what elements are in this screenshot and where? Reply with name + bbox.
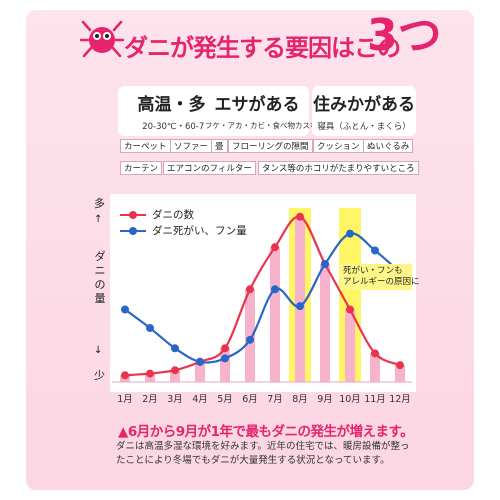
place-tag: エアコンのフィルター bbox=[163, 161, 256, 175]
x-tick-label: 11月 bbox=[364, 394, 386, 405]
bar-12月 bbox=[395, 365, 405, 382]
x-tick-label: 9月 bbox=[317, 394, 333, 405]
point-0-3月 bbox=[171, 366, 179, 375]
point-0-5月 bbox=[221, 344, 229, 353]
annotation-line: アレルギーの原因に bbox=[343, 277, 420, 287]
factor-title: エサがある bbox=[214, 95, 300, 115]
point-0-7月 bbox=[271, 243, 279, 252]
point-1-10月 bbox=[346, 229, 354, 238]
mite-icon bbox=[80, 20, 124, 58]
factor-subtitle: 寝具（ふとん・まくら） bbox=[317, 122, 411, 132]
x-tick-label: 6月 bbox=[242, 394, 258, 405]
bar-9月 bbox=[320, 264, 330, 382]
habitat-places: カーペット ソファー 畳 フローリングの隙間 クッション ぬいぐるみ カーテン … bbox=[118, 139, 419, 183]
point-0-10月 bbox=[346, 305, 354, 314]
bar-8月 bbox=[295, 216, 305, 382]
footer-heading: ▲6月から9月が1年で最もダニの発生が増えます。 bbox=[118, 424, 414, 440]
place-tag: タンス等のホコリがたまりやすいところ bbox=[258, 161, 419, 175]
point-1-1月 bbox=[121, 305, 129, 314]
factor-title: 高温・多湿 bbox=[137, 95, 223, 115]
place-tag: 畳 bbox=[211, 139, 228, 153]
bar-11月 bbox=[370, 353, 380, 382]
bar-10月 bbox=[345, 309, 355, 382]
legend-dot bbox=[129, 227, 137, 235]
point-1-11月 bbox=[371, 246, 379, 255]
y-axis-max-label: 多 bbox=[94, 197, 105, 210]
bar-3月 bbox=[170, 370, 180, 382]
bar-4月 bbox=[195, 361, 205, 382]
point-1-4月 bbox=[196, 357, 204, 366]
point-1-3月 bbox=[171, 344, 179, 353]
point-0-11月 bbox=[371, 349, 379, 358]
page-title: ダニが発生する要因はこの bbox=[124, 34, 401, 62]
highlight-column bbox=[339, 208, 361, 382]
point-1-6月 bbox=[246, 335, 254, 344]
footer-body: ダニは高温多湿な環境を好みます。近年の住宅では、暖房設備が整ったことにより冬場で… bbox=[116, 441, 410, 466]
arrow-down-icon: ↓ bbox=[94, 345, 103, 356]
bar-5月 bbox=[220, 348, 230, 382]
point-1-2月 bbox=[146, 324, 154, 333]
x-tick-label: 2月 bbox=[142, 394, 158, 405]
factor-title: 住みかがある bbox=[313, 95, 415, 115]
point-1-5月 bbox=[221, 354, 229, 363]
x-tick-label: 3月 bbox=[167, 394, 183, 405]
point-0-12月 bbox=[396, 361, 404, 370]
point-0-6月 bbox=[246, 285, 254, 294]
point-1-9月 bbox=[321, 260, 329, 268]
bar-7月 bbox=[270, 247, 280, 382]
factor-subtitle: フケ・アカ・カビ・食べ物カスなど bbox=[205, 121, 325, 130]
point-0-1月 bbox=[121, 371, 129, 380]
point-1-7月 bbox=[271, 285, 279, 294]
annotation-line: 死がい・フンも bbox=[343, 266, 403, 276]
x-tick-label: 8月 bbox=[292, 394, 308, 405]
factor-card-habitat: 住みかがある 寝具（ふとん・まくら） bbox=[312, 86, 416, 136]
place-tag: クッション bbox=[313, 139, 364, 153]
place-tag: カーテン bbox=[120, 161, 163, 175]
x-tick-label: 4月 bbox=[192, 394, 208, 405]
place-tag: ぬいぐるみ bbox=[363, 139, 414, 153]
x-tick-label: 12月 bbox=[389, 394, 411, 405]
y-axis-label: ダニの量 bbox=[94, 250, 106, 305]
legend-dot bbox=[129, 211, 137, 219]
factor-subtitle: 20-30℃・60-75% bbox=[142, 122, 218, 132]
place-tag: フローリングの隙間 bbox=[228, 139, 313, 153]
x-tick-label: 1月 bbox=[117, 394, 133, 405]
chart-annotation: 死がい・フンも アレルギーの原因に bbox=[340, 264, 420, 290]
legend-label: ダニの数 bbox=[152, 209, 194, 221]
point-0-8月 bbox=[296, 212, 304, 221]
legend-label: ダニ死がい、フン量 bbox=[152, 225, 247, 237]
page-title-number: 3つ bbox=[367, 10, 442, 61]
point-0-2月 bbox=[146, 369, 154, 378]
x-tick-label: 10月 bbox=[339, 394, 361, 405]
point-1-8月 bbox=[296, 302, 304, 311]
chart-area bbox=[110, 194, 416, 392]
factor-card-food: エサがある フケ・アカ・カビ・食べ物カスなど bbox=[205, 86, 325, 136]
x-tick-label: 5月 bbox=[217, 394, 233, 405]
y-axis-min-label: 少 bbox=[94, 369, 105, 382]
bar-6月 bbox=[245, 289, 255, 382]
bar-2月 bbox=[145, 373, 155, 382]
x-tick-label: 7月 bbox=[267, 394, 283, 405]
arrow-up-icon: ↑ bbox=[94, 214, 103, 225]
